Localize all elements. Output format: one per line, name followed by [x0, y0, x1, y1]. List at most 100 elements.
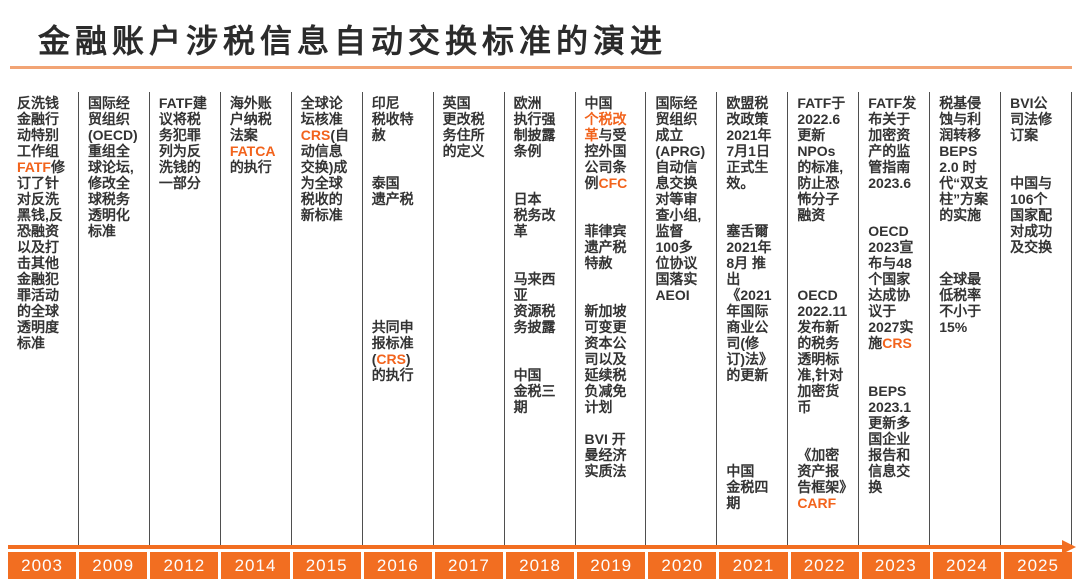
- year-label-2015: 2015: [292, 552, 361, 579]
- text-segment: OECD 2022.11发布新的税务透明标准,针对加密货币: [797, 287, 848, 415]
- column-text-block: 全球最低税率不小于15%: [939, 271, 990, 335]
- text-segment: 日本 税务改革: [513, 191, 556, 239]
- text-segment: BVI公司法修订案: [1010, 95, 1053, 143]
- timeline-column-2015: 全球论坛核准CRS(自动信息交换)成为全球税收的新标准: [292, 92, 363, 545]
- timeline-column-2012: FATF建议将税务犯罪列为反洗钱的一部分: [150, 92, 221, 545]
- accent-text: CFC: [598, 175, 628, 191]
- accent-text: CRS: [300, 127, 331, 143]
- column-text-block: 塞舌爾2021年8月 推出 《2021年国际商业公司(修订)法》的更新: [726, 223, 777, 383]
- column-text-block: 中国 个税改革与受控外国公司条例CFC: [585, 95, 636, 191]
- accent-text: 个税改革: [584, 111, 627, 143]
- text-segment: 中国 金税三期: [513, 367, 556, 415]
- text-segment: 中国 金税四期: [726, 463, 769, 511]
- year-label-2017: 2017: [434, 552, 503, 579]
- column-text-block: 国际经贸组织(OECD)重组全球论坛,修改全球税务透明化标准: [88, 95, 139, 239]
- text-segment: 泰国 遗产税: [371, 175, 414, 207]
- text-segment: 塞舌爾2021年8月 推出 《2021年国际商业公司(修订)法》的更新: [726, 223, 774, 383]
- column-text-block: 菲律宾遗产税特赦: [585, 223, 636, 271]
- column-text-block: FATF建议将税务犯罪列为反洗钱的一部分: [159, 95, 210, 191]
- column-text-block: 马来西亚 资源税务披露: [514, 271, 565, 335]
- text-segment: )的执行: [371, 351, 414, 383]
- timeline-column-2003: 反洗钱金融行动特别工作组FATF修订了针对反洗黑钱,反恐融资以及打击其他金融犯罪…: [8, 92, 79, 545]
- text-segment: 全球论坛核准: [300, 95, 343, 127]
- column-text-block: 共同申报标准(CRS)的执行: [372, 319, 423, 383]
- timeline-column-2025: BVI公司法修订案 中国与106个国家配对成功及交换: [1001, 92, 1073, 545]
- timeline-year-bar: 2003 2009 2012 2014 2015 2016 2017 2018 2019 2020…: [8, 552, 1073, 579]
- timeline-column-2018: 欧洲 执行强制披露条例日本 税务改革马来西亚 资源税务披露中国 金税三期: [505, 92, 576, 545]
- year-label-2021: 2021: [719, 552, 788, 579]
- text-segment: 印尼 税收特赦: [371, 95, 414, 143]
- accent-text: CRS: [376, 351, 406, 367]
- text-segment: 新加坡可变更资本公司以及延续税负减免计划: [584, 303, 627, 415]
- year-label-2016: 2016: [363, 552, 432, 579]
- timeline-column-2024: 税基侵蚀与利润转移BEPS 2.0 时代“双支柱”方案的实施全球最低税率不小于1…: [930, 92, 1002, 545]
- column-text-block: 国际经贸组织成立 (APRG)自动信息交换对等审查小组,监督100多位协议国落实…: [655, 95, 706, 303]
- column-text-block: 中国 金税四期: [726, 463, 777, 511]
- text-segment: FATF于2022.6更新NPOs的标准,防止恐怖分子融资: [797, 95, 846, 223]
- column-text-block: OECD 2022.11发布新的税务透明标准,针对加密货币: [797, 287, 848, 415]
- text-segment: 海外账户纳税法案: [229, 95, 272, 143]
- year-label-2020: 2020: [648, 552, 717, 579]
- timeline-column-2022: FATF于2022.6更新NPOs的标准,防止恐怖分子融资 OECD 2022.1…: [788, 92, 860, 545]
- column-text-block: FATF发布关于加密资产的监管指南2023.6: [868, 95, 919, 191]
- text-segment: 反洗钱金融行动特别工作组: [17, 95, 59, 159]
- year-label-2025: 2025: [1003, 552, 1073, 579]
- text-segment: 菲律宾遗产税特赦: [584, 223, 627, 271]
- title-underline: [10, 66, 1072, 69]
- text-segment: BVI 开曼经济实质法: [584, 431, 627, 479]
- column-text-block: 日本 税务改革: [514, 191, 565, 239]
- year-label-2014: 2014: [221, 552, 290, 579]
- column-text-block: 反洗钱金融行动特别工作组FATF修订了针对反洗黑钱,反恐融资以及打击其他金融犯罪…: [17, 95, 68, 351]
- year-label-2003: 2003: [8, 552, 77, 579]
- timeline-column-2021: 欧盟税改政策2021年7月1日正式生效。塞舌爾2021年8月 推出 《2021年…: [717, 92, 789, 545]
- column-text-block: 全球论坛核准CRS(自动信息交换)成为全球税收的新标准: [301, 95, 352, 223]
- text-segment: 《加密资产报告框架》: [797, 447, 854, 495]
- year-label-2018: 2018: [505, 552, 575, 579]
- column-text-block: 欧盟税改政策2021年7月1日正式生效。: [726, 95, 777, 191]
- text-segment: 税基侵蚀与利润转移BEPS 2.0 时代“双支柱”方案的实施: [939, 95, 989, 223]
- column-text-block: 《加密资产报告框架》CARF: [797, 447, 853, 511]
- text-segment: 共同申报标准(: [371, 319, 414, 367]
- column-text-block: 新加坡可变更资本公司以及延续税负减免计划: [585, 303, 636, 415]
- year-label-2012: 2012: [150, 552, 219, 579]
- timeline-axis: [8, 545, 1064, 549]
- text-segment: 欧洲 执行强制披露条例: [513, 95, 556, 159]
- timeline-column-2014: 海外账户纳税法案FATCA的执行: [221, 92, 292, 545]
- year-label-2022: 2022: [790, 552, 859, 579]
- text-segment: 国际经贸组织(OECD)重组全球论坛,修改全球税务透明化标准: [87, 95, 138, 239]
- column-text-block: BEPS 2023.1更新多国企业报告和信息交换: [868, 383, 919, 495]
- column-text-block: 泰国 遗产税: [372, 175, 423, 207]
- text-segment: 全球最低税率不小于15%: [939, 271, 982, 335]
- text-segment: BEPS 2023.1更新多国企业报告和信息交换: [868, 383, 912, 495]
- year-label-2023: 2023: [861, 552, 930, 579]
- timeline-column-2016: 印尼 税收特赦泰国 遗产税共同申报标准(CRS)的执行: [363, 92, 434, 545]
- text-segment: OECD 2023宣布与48个国家达成协议于2027实施: [868, 223, 914, 351]
- text-segment: 修订了针对反洗黑钱,反恐融资以及打击其他金融犯罪活动的全球透明度标准: [17, 159, 65, 351]
- text-segment: FATF建议将税务犯罪列为反洗钱的一部分: [158, 95, 207, 191]
- timeline-column-2023: FATF发布关于加密资产的监管指南2023.6 OECD 2023宣布与48个国家…: [859, 92, 931, 545]
- timeline-column-2020: 国际经贸组织成立 (APRG)自动信息交换对等审查小组,监督100多位协议国落实…: [646, 92, 718, 545]
- timeline-column-2009: 国际经贸组织(OECD)重组全球论坛,修改全球税务透明化标准: [79, 92, 150, 545]
- year-label-2009: 2009: [79, 552, 148, 579]
- column-text-block: 税基侵蚀与利润转移BEPS 2.0 时代“双支柱”方案的实施: [939, 95, 990, 223]
- timeline-column-2019: 中国 个税改革与受控外国公司条例CFC 菲律宾遗产税特赦新加坡可变更资本公司以及延…: [576, 92, 647, 545]
- text-segment: 与受控外国公司条例: [584, 127, 627, 191]
- column-text-block: FATF于2022.6更新NPOs的标准,防止恐怖分子融资: [797, 95, 848, 223]
- text-segment: 国际经贸组织成立 (APRG)自动信息交换对等审查小组,监督100多位协议国落实…: [655, 95, 706, 303]
- text-segment: FATF发布关于加密资产的监管指南2023.6: [868, 95, 917, 191]
- timeline-arrow-icon: [1062, 540, 1076, 554]
- text-segment: 英国 更改税务住所的定义: [442, 95, 485, 159]
- text-segment: 欧盟税改政策2021年7月1日正式生效。: [726, 95, 772, 191]
- column-text-block: 中国 金税三期: [514, 367, 565, 415]
- year-label-2019: 2019: [577, 552, 646, 579]
- text-segment: 马来西亚 资源税务披露: [513, 271, 556, 335]
- page-title: 金融账户涉税信息自动交换标准的演进: [38, 23, 668, 59]
- accent-text: CARF: [797, 495, 837, 511]
- timeline-column-2017: 英国 更改税务住所的定义: [434, 92, 505, 545]
- year-label-2024: 2024: [932, 552, 1001, 579]
- accent-text: CRS: [882, 335, 912, 351]
- column-text-block: 欧洲 执行强制披露条例: [514, 95, 565, 159]
- column-text-block: BVI 开曼经济实质法: [585, 431, 636, 479]
- column-text-block: 英国 更改税务住所的定义: [443, 95, 494, 159]
